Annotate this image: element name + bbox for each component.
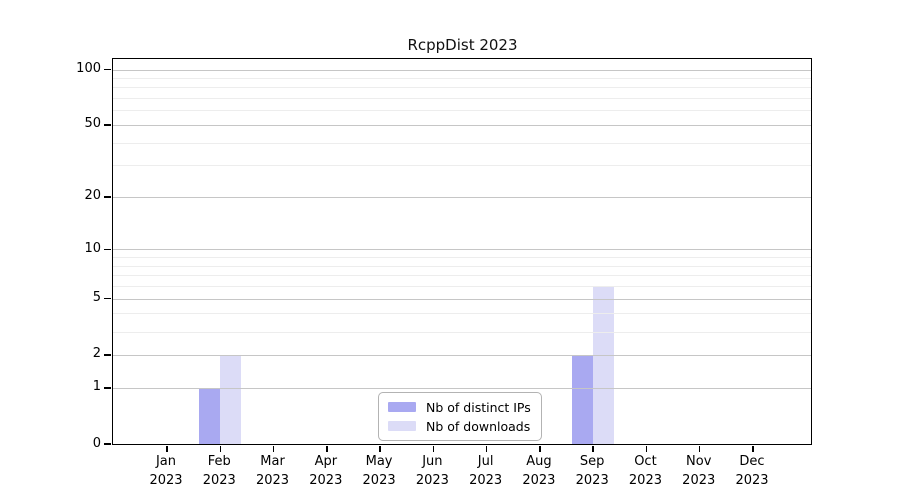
x-tick-mark <box>326 445 328 452</box>
x-tick-mark <box>219 445 222 452</box>
gridline-major <box>113 69 811 71</box>
x-tick-month: Apr <box>314 454 338 469</box>
gridline-minor <box>113 77 811 79</box>
x-tick-mark <box>645 445 648 452</box>
x-axis-tick-label: Oct 2023 <box>615 452 675 490</box>
y-axis-tick-label: 2 <box>92 346 101 362</box>
y-tick-mark <box>104 443 111 445</box>
y-axis-tick-label: 0 <box>92 435 101 451</box>
x-tick-month: Jun <box>422 454 443 469</box>
x-tick-mark <box>698 445 701 452</box>
x-tick-year: 2023 <box>149 473 183 488</box>
gridline-minor <box>113 257 811 259</box>
gridline-minor <box>113 142 811 144</box>
gridline-minor <box>113 87 811 89</box>
x-tick-mark <box>166 445 168 452</box>
legend-swatch-icon <box>388 402 416 412</box>
x-tick-year: 2023 <box>522 473 556 488</box>
chart-title: RcppDist 2023 <box>407 36 518 54</box>
x-tick-mark <box>539 445 541 452</box>
gridline-major <box>113 249 811 251</box>
x-axis-tick-label: Jan 2023 <box>136 452 196 490</box>
y-tick-mark <box>104 68 111 71</box>
y-axis-tick-label: 20 <box>84 188 101 204</box>
x-axis-tick-label: Jul 2023 <box>456 452 516 490</box>
gridline-minor <box>113 275 811 277</box>
legend-label: Nb of downloads <box>426 418 531 434</box>
x-tick-month: Sep <box>579 454 605 469</box>
x-tick-year: 2023 <box>202 473 236 488</box>
y-tick-mark <box>104 297 111 300</box>
x-tick-year: 2023 <box>415 473 449 488</box>
x-tick-mark <box>592 445 594 452</box>
y-tick-mark <box>104 196 111 198</box>
y-tick-mark <box>104 248 111 251</box>
legend: Nb of distinct IPs Nb of downloads <box>378 392 542 441</box>
bar-distinct-ips-feb-2023 <box>199 387 221 444</box>
x-axis-tick-label: Apr 2023 <box>296 452 356 490</box>
x-axis-tick-label: Feb 2023 <box>189 452 249 490</box>
y-axis-tick-label: 50 <box>84 116 101 132</box>
x-tick-year: 2023 <box>575 473 609 488</box>
x-tick-month: Oct <box>634 454 657 469</box>
y-tick-mark <box>104 354 111 356</box>
y-tick-mark <box>104 124 111 126</box>
gridline-minor <box>113 110 811 112</box>
gridline-minor <box>113 286 811 288</box>
legend-swatch-icon <box>388 421 416 431</box>
x-axis-tick-label: Aug 2023 <box>509 452 569 490</box>
x-tick-year: 2023 <box>255 473 290 488</box>
gridline-minor <box>113 331 811 333</box>
x-axis-tick-label: Nov 2023 <box>669 452 729 490</box>
x-tick-mark <box>272 445 275 452</box>
x-tick-month: Aug <box>526 454 552 469</box>
x-tick-year: 2023 <box>469 473 503 488</box>
bar-downloads-feb-2023 <box>220 354 242 444</box>
gridline-major <box>113 354 811 356</box>
bar-distinct-ips-sep-2023 <box>572 354 594 444</box>
x-tick-year: 2023 <box>735 473 769 488</box>
x-tick-year: 2023 <box>362 473 396 488</box>
x-tick-month: May <box>365 454 393 469</box>
y-axis-tick-label: 100 <box>76 61 101 77</box>
legend-entry: Nb of downloads <box>388 418 531 434</box>
x-tick-year: 2023 <box>682 473 716 488</box>
legend-entry: Nb of distinct IPs <box>388 399 531 415</box>
x-tick-mark <box>752 445 754 452</box>
gridline-major <box>113 298 811 300</box>
legend-label: Nb of distinct IPs <box>426 399 531 415</box>
y-tick-mark <box>104 387 111 389</box>
plot-area <box>104 58 812 452</box>
y-axis-tick-label: 10 <box>84 240 101 256</box>
x-tick-month: Feb <box>207 454 231 469</box>
x-tick-mark <box>485 445 488 452</box>
gridline-minor <box>113 313 811 315</box>
gridline-minor <box>113 265 811 267</box>
x-tick-month: Mar <box>260 454 285 469</box>
gridline-minor <box>113 98 811 100</box>
x-tick-year: 2023 <box>309 473 343 488</box>
x-tick-mark <box>432 445 435 452</box>
x-axis-tick-label: Jun 2023 <box>402 452 462 490</box>
y-axis-tick-label: 1 <box>92 379 101 395</box>
bar-downloads-sep-2023 <box>593 286 615 444</box>
x-axis-tick-label: Sep 2023 <box>562 452 622 490</box>
x-tick-month: Jul <box>477 454 494 469</box>
x-axis-tick-label: May 2023 <box>349 452 409 490</box>
x-axis-tick-label: Dec 2023 <box>722 452 782 490</box>
x-tick-mark <box>379 445 381 452</box>
x-axis-tick-label: Mar 2023 <box>243 452 303 490</box>
x-tick-month: Nov <box>686 454 712 469</box>
gridline-major <box>113 387 811 389</box>
x-tick-month: Dec <box>739 454 765 469</box>
y-axis-tick-label: 5 <box>92 290 101 306</box>
gridline-minor <box>113 165 811 167</box>
x-tick-month: Jan <box>155 454 177 469</box>
x-tick-year: 2023 <box>628 473 662 488</box>
gridline-major <box>113 196 811 198</box>
gridline-major <box>113 124 811 126</box>
